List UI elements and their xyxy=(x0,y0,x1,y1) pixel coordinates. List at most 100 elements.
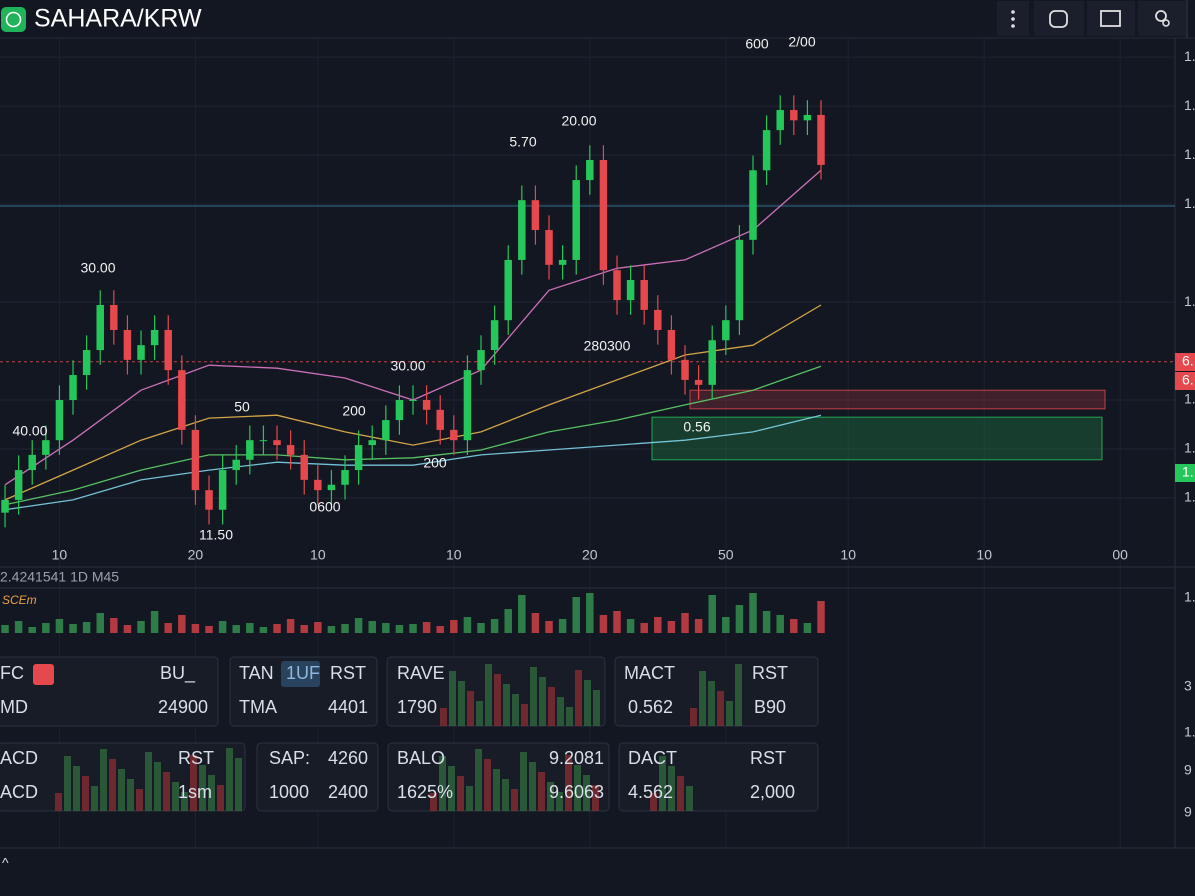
volume-bar xyxy=(42,623,50,633)
panel-cell: 1sm xyxy=(178,782,212,802)
panel-bar xyxy=(199,765,206,811)
panel-bar xyxy=(484,759,491,811)
candle-body xyxy=(817,114,825,165)
panel-bar xyxy=(726,701,733,726)
panel-bar xyxy=(530,667,537,726)
price-tag-bg xyxy=(1175,353,1195,371)
candle-body xyxy=(613,270,621,301)
candle-body xyxy=(286,445,295,455)
volume-bar xyxy=(463,617,472,633)
x-tick-label: 50 xyxy=(718,547,734,563)
volume-bar xyxy=(273,624,281,633)
candle-body xyxy=(558,259,567,265)
panel-bar xyxy=(82,776,89,811)
fullscreen-icon xyxy=(1049,10,1068,28)
x-tick-label: 10 xyxy=(976,547,992,563)
panel-bar xyxy=(100,749,107,811)
panel-bar xyxy=(690,708,697,726)
candle-body xyxy=(599,160,608,271)
x-tick-label: 20 xyxy=(582,547,598,563)
panel-bar xyxy=(467,691,474,726)
panel-bar xyxy=(235,758,242,811)
volume-bar xyxy=(436,626,444,633)
candle-body xyxy=(803,114,812,121)
volume-bar xyxy=(667,621,676,633)
panel-cell: 2,000 xyxy=(750,782,795,802)
panel-cell: RST xyxy=(752,663,788,683)
logo-mark xyxy=(5,11,22,28)
panel-cell: RAVE xyxy=(397,663,445,683)
panel-bar xyxy=(226,748,233,811)
volume-bar xyxy=(259,627,268,633)
candle-body xyxy=(232,459,240,471)
panel-bar xyxy=(677,776,684,811)
fullscreen-button[interactable] xyxy=(1034,1,1084,36)
candle-body xyxy=(436,409,444,430)
annotation: 50 xyxy=(234,399,250,415)
candle-body xyxy=(178,370,186,430)
panel-bar xyxy=(466,786,473,811)
panel-tab[interactable]: 1UF xyxy=(286,663,320,683)
annotation: 600 xyxy=(745,36,769,52)
panel-cell: FC xyxy=(0,663,24,683)
panel-bar xyxy=(502,779,509,811)
annotation: 0600 xyxy=(309,499,340,515)
volume-bar xyxy=(382,623,390,633)
volume-bar xyxy=(55,619,64,633)
zone xyxy=(689,389,1106,410)
tab-highlight[interactable] xyxy=(281,661,320,687)
panel-cell: SAP: xyxy=(269,748,310,768)
alert-icon[interactable] xyxy=(33,664,54,685)
volume-bar xyxy=(14,621,23,633)
candle-body xyxy=(137,345,145,360)
volume-bar xyxy=(477,623,485,633)
settings-button[interactable] xyxy=(1138,1,1186,36)
layout-button[interactable] xyxy=(1087,1,1135,36)
annotation: 200 xyxy=(423,455,447,471)
indicator-label: 2.4241541 1D M45 xyxy=(0,569,119,585)
panel-cell: MACT xyxy=(624,663,675,683)
panel-cell: ACD xyxy=(0,748,38,768)
pair-title: SAHARA/KRW xyxy=(34,5,202,33)
panel-cell: 0.562 xyxy=(628,697,673,717)
candle-body xyxy=(246,440,254,460)
annotation: 20.00 xyxy=(561,113,596,129)
annotation: 0.56 xyxy=(683,419,710,435)
panel-bar xyxy=(439,756,446,811)
panel-cell: ACD xyxy=(0,782,38,802)
zone xyxy=(651,416,1103,461)
candle-body xyxy=(626,280,635,301)
y-tick-label: 1. xyxy=(1184,195,1195,211)
panel-cell: 2400 xyxy=(328,782,368,802)
panel-bar xyxy=(181,792,188,811)
panel-bar xyxy=(547,782,554,811)
candle-body xyxy=(42,440,50,455)
candle-body xyxy=(586,160,594,181)
panel-bar xyxy=(557,697,564,726)
candle-body xyxy=(110,304,118,330)
panel-cell: RST xyxy=(330,663,366,683)
panel-bar xyxy=(91,786,98,811)
y-tick-label: 1. xyxy=(1184,146,1195,162)
panel-bar xyxy=(457,776,464,811)
panel-cell: 4401 xyxy=(328,697,368,717)
panel-cell: B90 xyxy=(754,697,786,717)
panel xyxy=(0,656,219,727)
panel-bar xyxy=(520,752,527,811)
candle-body xyxy=(259,440,268,442)
volume-bar xyxy=(395,625,404,633)
candle-body xyxy=(531,200,540,231)
volume-bar xyxy=(300,625,308,633)
x-tick-label: 10 xyxy=(310,547,326,563)
volume-bar xyxy=(545,621,553,633)
y-tick-label: 1. xyxy=(1184,440,1195,456)
settings-icon xyxy=(1162,19,1170,27)
volume-bar xyxy=(599,615,608,633)
panel-bar xyxy=(548,687,555,726)
collapse-caret[interactable]: ^ xyxy=(2,855,9,871)
volume-bar xyxy=(654,617,662,633)
panel-bar xyxy=(529,762,536,811)
logo-icon[interactable] xyxy=(1,7,26,32)
candle-body xyxy=(708,340,716,385)
